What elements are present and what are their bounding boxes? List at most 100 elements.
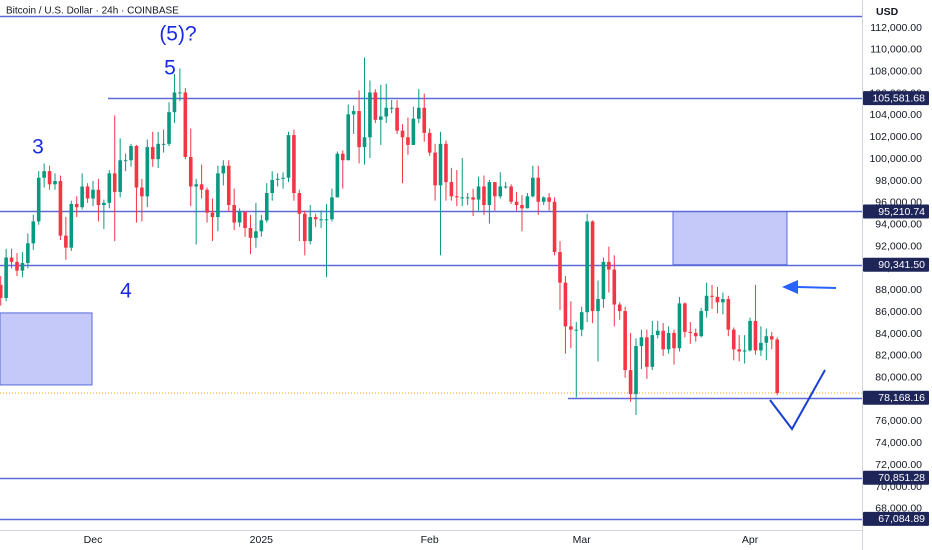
price-badge-label: 95,210.74 — [878, 206, 925, 218]
candle-body — [319, 219, 323, 221]
y-tick-label: 102,000.00 — [869, 131, 922, 143]
y-tick-label: 74,000.00 — [875, 437, 922, 449]
candle-body — [167, 112, 171, 144]
candle-body — [275, 178, 280, 180]
wave-label: 4 — [120, 280, 132, 303]
candle-body — [579, 312, 584, 330]
candle-body — [129, 146, 133, 161]
candle-body — [444, 143, 448, 183]
y-tick-label: 110,000.00 — [870, 44, 922, 56]
candle-body — [150, 147, 155, 160]
candle-body — [362, 137, 367, 148]
candle-body — [742, 350, 747, 352]
candle-body — [302, 213, 307, 242]
candle-body — [373, 92, 378, 120]
candle-body — [476, 186, 481, 200]
candle-body — [237, 211, 242, 223]
candle-body — [140, 187, 144, 197]
candle-body — [465, 197, 470, 199]
candle-body — [639, 337, 644, 347]
candle-body — [455, 196, 459, 198]
candle-body — [42, 171, 46, 178]
candle-body — [759, 342, 763, 351]
wave-label: 5 — [164, 57, 176, 80]
wave-label: (5)? — [159, 23, 196, 46]
candle-body — [498, 186, 503, 197]
candle-body — [357, 111, 361, 148]
candle-body — [547, 197, 551, 202]
candle-body — [400, 130, 405, 138]
candle-body — [74, 203, 79, 208]
candle-body — [634, 346, 638, 395]
y-tick-label: 92,000.00 — [875, 240, 922, 252]
candle-body — [335, 153, 340, 198]
y-tick-label: 100,000.00 — [869, 153, 922, 165]
candle-body — [607, 261, 611, 270]
candle-body — [471, 197, 475, 200]
y-tick-label: 86,000.00 — [875, 306, 922, 318]
price-badge — [863, 511, 929, 526]
x-tick-label: 2025 — [250, 534, 274, 546]
candle-body — [672, 332, 676, 349]
candle-body — [91, 189, 95, 199]
candle-body — [395, 107, 399, 131]
candle-body — [292, 135, 296, 194]
candle-body — [715, 296, 720, 303]
x-tick-label: Feb — [421, 534, 439, 546]
candle-body — [655, 330, 660, 336]
candle-body — [531, 177, 535, 197]
candle-body — [96, 189, 101, 206]
price-badge — [863, 470, 929, 485]
candle-body — [351, 111, 356, 115]
price-badge-label: 67,084.89 — [878, 513, 925, 525]
x-tick-label: Apr — [742, 534, 759, 546]
candle-body — [748, 320, 752, 351]
candle-body — [156, 143, 160, 160]
candle-body — [123, 160, 128, 162]
candle-body — [20, 262, 25, 271]
candle-body — [406, 137, 410, 145]
candle-body — [31, 221, 36, 244]
candle-body — [520, 205, 524, 209]
wave-label: 3 — [32, 136, 44, 159]
candle-body — [102, 202, 106, 206]
candle-body — [47, 171, 52, 185]
candle-body — [286, 135, 291, 178]
price-badge — [863, 257, 929, 272]
arrow-head — [782, 280, 798, 294]
candle-body — [623, 311, 627, 371]
candle-body — [427, 132, 432, 153]
candle-body — [438, 143, 443, 186]
candle-body — [569, 326, 573, 330]
candle-body — [645, 337, 649, 367]
candle-body — [563, 282, 568, 327]
y-tick-label: 104,000.00 — [869, 109, 922, 121]
arrow-shaft — [797, 286, 837, 289]
chart-title: Bitcoin / U.S. Dollar · 24h · COINBASE — [6, 6, 179, 17]
candle-body — [769, 336, 774, 340]
y-tick-label: 82,000.00 — [875, 350, 922, 362]
y-tick-label: 72,000.00 — [875, 459, 922, 471]
candle-body — [590, 221, 595, 312]
price-badge-label: 78,168.16 — [878, 392, 925, 404]
candle-body — [688, 331, 693, 333]
plot-area — [0, 15, 862, 521]
candle-body — [205, 189, 209, 213]
candle-body — [64, 235, 68, 248]
candle-body — [384, 107, 389, 117]
candle-body — [482, 186, 486, 206]
candle-body — [254, 231, 258, 238]
candle-body — [514, 201, 519, 206]
candle-body — [107, 173, 112, 203]
candle-body — [118, 160, 122, 192]
candle-body — [525, 196, 530, 209]
y-tick-label: 84,000.00 — [875, 328, 922, 340]
candle-body — [226, 165, 231, 206]
candle-body — [270, 179, 274, 194]
candle-body — [666, 332, 671, 350]
candle-body — [324, 219, 329, 221]
candle-body — [541, 197, 546, 202]
candle-body — [417, 107, 421, 119]
candle-body — [281, 177, 285, 179]
